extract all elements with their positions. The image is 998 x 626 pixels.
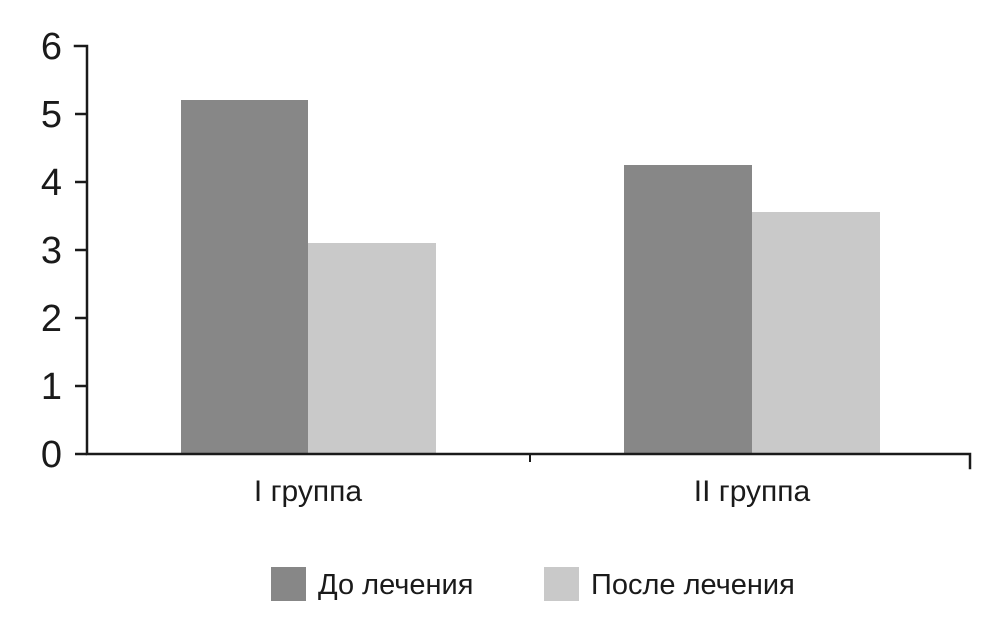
svg-text:1: 1 bbox=[41, 366, 62, 408]
svg-text:3: 3 bbox=[41, 230, 62, 272]
svg-text:6: 6 bbox=[41, 26, 62, 68]
svg-text:До лечения: До лечения bbox=[318, 569, 473, 601]
svg-text:После лечения: После лечения bbox=[591, 569, 795, 601]
svg-text:0: 0 bbox=[41, 434, 62, 476]
svg-text:5: 5 bbox=[41, 94, 62, 136]
svg-text:4: 4 bbox=[41, 162, 62, 204]
svg-text:2: 2 bbox=[41, 298, 62, 340]
svg-text:II группа: II группа bbox=[694, 475, 811, 508]
svg-text:I группа: I группа bbox=[254, 475, 362, 508]
